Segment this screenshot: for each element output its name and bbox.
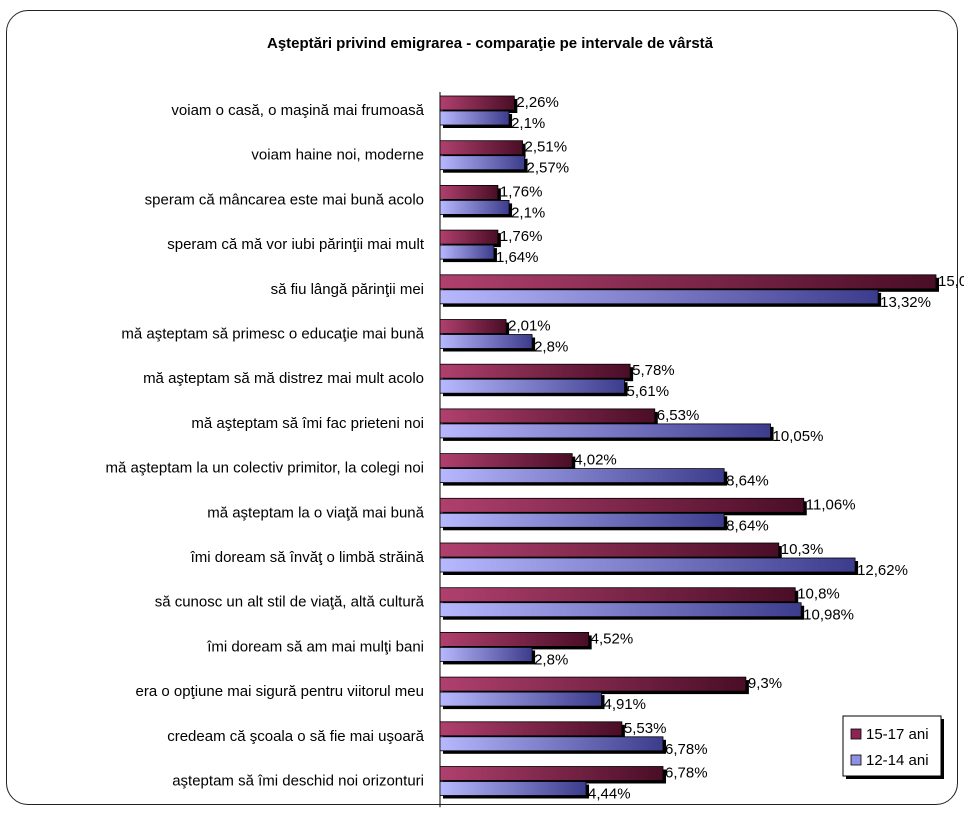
- bar-12-14: [439, 110, 510, 126]
- bar-12-14: [439, 289, 879, 305]
- data-label: 2,51%: [525, 139, 568, 156]
- bar-12-14: [439, 334, 533, 349]
- data-label: 1,76%: [500, 228, 543, 245]
- category-label: credeam că şcoala o să fie mai uşoară: [167, 728, 424, 745]
- legend-swatch: [850, 754, 862, 766]
- category-label: mă aşteptam să îmi fac prieteni noi: [191, 415, 424, 432]
- bar-12-14: [439, 691, 602, 707]
- category-label: voiam haine noi, moderne: [251, 147, 424, 164]
- data-label: 12,62%: [857, 562, 908, 579]
- category-label: îmi doream să învăţ o limbă străină: [190, 549, 425, 566]
- bar-15-17: [439, 766, 664, 781]
- bar-15-17: [439, 229, 499, 245]
- bar-12-14: [439, 378, 625, 394]
- data-label: 10,05%: [773, 428, 824, 445]
- data-label: 10,3%: [781, 541, 824, 558]
- bar-15-17: [439, 363, 631, 379]
- category-label: voiam o casă, o maşină mai frumoasă: [171, 102, 424, 119]
- data-label: 2,8%: [534, 651, 568, 668]
- bar-15-17: [439, 497, 805, 513]
- data-label: 1,64%: [496, 249, 539, 266]
- bar-15-17: [439, 721, 623, 737]
- category-label: mă aşteptam la o viaţă mai bună: [207, 504, 424, 521]
- data-label: 5,53%: [624, 720, 667, 737]
- bar-15-17: [439, 632, 590, 647]
- data-label: 4,44%: [588, 786, 631, 803]
- data-label: 15,08%: [938, 273, 964, 290]
- legend-label: 15-17 ani: [866, 726, 929, 743]
- data-label: 6,53%: [657, 407, 700, 424]
- data-label: 13,32%: [880, 294, 931, 311]
- bar-15-17: [439, 184, 499, 200]
- category-label: mă aşteptam să primesc o educaţie mai bu…: [121, 326, 424, 343]
- data-label: 10,98%: [803, 607, 854, 624]
- data-label: 2,8%: [534, 339, 568, 356]
- bar-12-14: [439, 781, 587, 796]
- category-label: mă aşteptam să mă distrez mai mult acolo: [143, 370, 424, 387]
- bar-12-14: [439, 468, 725, 484]
- data-label: 2,1%: [511, 204, 545, 221]
- category-label: speram că mă vor iubi părinţii mai mult: [167, 236, 425, 253]
- bar-15-17: [439, 274, 937, 290]
- bar-12-14: [439, 423, 771, 439]
- category-label: era o opţiune mai sigură pentru viitorul…: [136, 683, 425, 700]
- data-label: 6,78%: [665, 765, 708, 782]
- bar-12-14: [439, 557, 856, 573]
- bar-12-14: [439, 736, 664, 752]
- legend-box: [842, 715, 942, 777]
- data-label: 2,57%: [527, 160, 570, 177]
- category-label: aşteptam să îmi deschid noi orizonturi: [172, 773, 424, 790]
- bar-15-17: [439, 319, 507, 334]
- bar-12-14: [439, 244, 495, 260]
- legend-label: 12-14 ani: [866, 752, 929, 769]
- data-label: 5,78%: [632, 362, 675, 379]
- data-label: 11,06%: [806, 496, 856, 513]
- plot-area: voiam o casă, o maşină mai frumoasă 2,26%…: [106, 92, 964, 808]
- category-label: să cunosc un alt stil de viaţă, altă cul…: [155, 594, 425, 611]
- data-label: 4,91%: [603, 696, 646, 713]
- bar-15-17: [439, 542, 780, 558]
- category-label: speram că mâncarea este mai bună acolo: [145, 191, 424, 208]
- data-label: 2,01%: [508, 318, 551, 335]
- bar-15-17: [439, 95, 515, 111]
- data-label: 4,02%: [574, 452, 617, 469]
- bar-15-17: [439, 140, 523, 156]
- data-label: 9,3%: [748, 675, 782, 692]
- data-label: 8,64%: [726, 473, 769, 490]
- bar-15-17: [439, 587, 796, 603]
- bar-15-17: [439, 408, 656, 424]
- bar-12-14: [439, 647, 533, 662]
- bar-12-14: [439, 199, 510, 215]
- chart-title: Aşteptări privind emigrarea - comparaţie…: [267, 35, 714, 52]
- category-label: să fiu lângă părinţii mei: [271, 281, 424, 298]
- legend: 15-17 ani 12-14 ani: [842, 715, 944, 779]
- data-label: 2,1%: [511, 115, 545, 132]
- bar-15-17: [439, 453, 573, 469]
- data-label: 2,26%: [516, 94, 559, 111]
- bar-15-17: [439, 676, 747, 692]
- category-label: îmi doream să am mai mulţi bani: [206, 638, 424, 655]
- data-label: 4,52%: [591, 630, 634, 647]
- bar-12-14: [439, 602, 802, 618]
- data-label: 6,78%: [665, 741, 708, 758]
- data-label: 1,76%: [500, 183, 543, 200]
- bar-12-14: [439, 512, 725, 528]
- data-label: 5,61%: [627, 383, 670, 400]
- data-label: 10,8%: [797, 586, 840, 603]
- bar-12-14: [439, 155, 525, 171]
- category-label: mă aşteptam la un colectiv primitor, la …: [106, 460, 424, 477]
- legend-swatch: [850, 728, 862, 740]
- data-label: 8,64%: [726, 517, 769, 534]
